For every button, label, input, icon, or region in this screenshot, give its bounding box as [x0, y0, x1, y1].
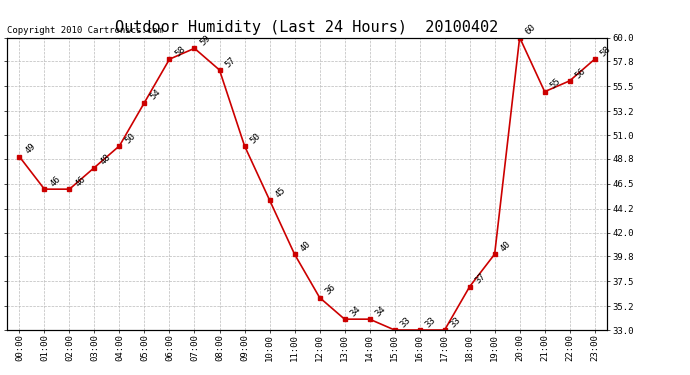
- Text: 50: 50: [248, 131, 263, 145]
- Text: 48: 48: [99, 153, 112, 167]
- Text: 34: 34: [348, 304, 363, 318]
- Text: 37: 37: [474, 272, 488, 286]
- Text: 40: 40: [299, 239, 313, 254]
- Text: 40: 40: [499, 239, 513, 254]
- Text: 56: 56: [574, 66, 588, 80]
- Text: 60: 60: [524, 23, 538, 37]
- Text: 46: 46: [74, 174, 88, 188]
- Text: 34: 34: [374, 304, 388, 318]
- Text: 55: 55: [549, 77, 563, 91]
- Text: 33: 33: [448, 315, 463, 329]
- Text: 33: 33: [399, 315, 413, 329]
- Text: 54: 54: [148, 88, 163, 102]
- Text: 58: 58: [599, 44, 613, 58]
- Text: 46: 46: [48, 174, 63, 188]
- Text: 49: 49: [23, 142, 37, 156]
- Text: Copyright 2010 Cartronics.com: Copyright 2010 Cartronics.com: [7, 26, 163, 34]
- Text: 59: 59: [199, 34, 213, 48]
- Text: 33: 33: [424, 315, 437, 329]
- Text: 58: 58: [174, 44, 188, 58]
- Text: 50: 50: [124, 131, 137, 145]
- Text: 57: 57: [224, 55, 237, 69]
- Text: 45: 45: [274, 185, 288, 199]
- Text: 36: 36: [324, 283, 337, 297]
- Title: Outdoor Humidity (Last 24 Hours)  20100402: Outdoor Humidity (Last 24 Hours) 2010040…: [115, 20, 499, 35]
